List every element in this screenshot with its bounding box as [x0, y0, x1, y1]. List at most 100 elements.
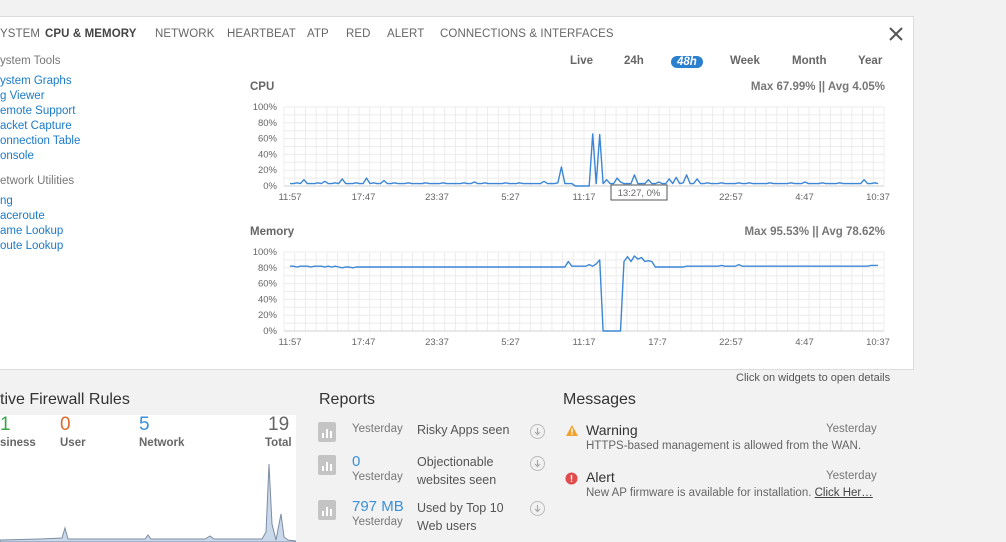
y-tick-label: 20% — [258, 310, 278, 321]
tab-cpu-memory[interactable]: CPU & MEMORY — [45, 28, 137, 40]
x-tick-label: 23:37 — [425, 192, 449, 203]
report-chart-icon — [318, 422, 336, 442]
sidebar-link-remote-support[interactable]: emote Support — [0, 105, 76, 117]
sidebar-link-connection-table[interactable]: onnection Table — [0, 135, 81, 147]
y-tick-label: 20% — [258, 165, 278, 176]
tooltip-box — [610, 184, 668, 201]
range-year[interactable]: Year — [858, 55, 883, 67]
x-tick-label: 17:47 — [352, 192, 376, 203]
y-tick-label: 40% — [258, 149, 278, 160]
fw-count-network: 5 — [139, 414, 150, 435]
range-month[interactable]: Month — [792, 55, 827, 67]
range-live[interactable]: Live — [570, 55, 594, 67]
x-tick-label: 11:17 — [572, 337, 595, 348]
sidebar-link-console[interactable]: onsole — [0, 150, 34, 162]
fw-label-business: siness — [0, 437, 36, 449]
close-icon[interactable] — [886, 24, 906, 44]
y-tick-label: 100% — [253, 247, 278, 258]
tab-system[interactable]: YSTEM — [0, 28, 41, 40]
fw-count-total: 19 — [268, 414, 290, 435]
report-objectionable-websites[interactable]: Objectionable websites seen — [417, 455, 497, 487]
y-tick-label: 40% — [258, 294, 278, 305]
download-icon[interactable] — [530, 501, 545, 516]
message-type[interactable]: Warning — [586, 422, 638, 438]
report-top-web-users[interactable]: Used by Top 10 Web users — [417, 501, 504, 533]
range-48h[interactable]: 48h — [671, 56, 703, 68]
download-icon[interactable] — [530, 424, 545, 439]
x-tick-label: 4:47 — [795, 192, 814, 203]
network-utilities-header: etwork Utilities — [0, 175, 75, 187]
x-tick-label: 22:57 — [719, 192, 743, 203]
report-value: 0 — [352, 453, 361, 470]
x-tick-label: 11:57 — [278, 337, 301, 348]
series-line — [290, 133, 879, 187]
y-tick-label: 0% — [263, 326, 277, 337]
widgets-hint: Click on widgets to open details — [736, 372, 891, 384]
report-chart-icon — [318, 455, 336, 475]
sidebar-link-system-graphs[interactable]: ystem Graphs — [0, 75, 72, 87]
x-tick-label: 10:37 — [866, 337, 890, 348]
y-tick-label: 0% — [263, 181, 277, 192]
memory-chart-title: Memory — [250, 226, 295, 238]
x-tick-label: 4:47 — [795, 337, 814, 348]
tab-alert[interactable]: ALERT — [387, 28, 425, 40]
message-when: Yesterday — [826, 423, 877, 435]
sidebar-link-packet-capture[interactable]: acket Capture — [0, 120, 72, 132]
report-chart-icon — [318, 500, 336, 520]
messages-widget-title[interactable]: Messages — [563, 391, 636, 408]
system-tools-header: ystem Tools — [0, 55, 61, 67]
x-tick-label: 17:47 — [352, 337, 376, 348]
tab-red[interactable]: RED — [346, 28, 371, 40]
x-tick-label: 5:27 — [501, 337, 520, 348]
x-tick-label: 23:37 — [425, 337, 449, 348]
fw-label-user: User — [60, 437, 86, 449]
alert-icon — [565, 472, 578, 485]
memory-chart[interactable]: 0% 20% 40% 60% 80% 100% 11:57 17:47 23:37 5:27 11:… — [250, 247, 890, 358]
x-tick-label: 5:27 — [501, 192, 520, 203]
range-week[interactable]: Week — [730, 55, 760, 67]
message-text: HTTPS-based management is allowed from t… — [586, 440, 862, 452]
x-tick-label: 22:57 — [719, 337, 743, 348]
firewall-widget[interactable] — [0, 413, 297, 542]
firewall-widget-title[interactable]: tive Firewall Rules — [0, 391, 130, 408]
chart-tooltip: 13:27, 0% — [610, 184, 668, 201]
firewall-sparkline — [0, 413, 297, 542]
fw-label-total: Total — [265, 437, 292, 449]
y-tick-label: 80% — [258, 118, 278, 129]
cpu-stats: Max 67.99% || Avg 4.05% — [750, 81, 885, 93]
tooltip-text: 13:27, 0% — [618, 188, 661, 199]
message-when: Yesterday — [826, 470, 877, 482]
fw-count-business: 1 — [0, 414, 11, 435]
message-link[interactable]: Click Her… — [814, 487, 873, 499]
tab-connections-interfaces[interactable]: CONNECTIONS & INTERFACES — [440, 28, 614, 40]
y-tick-label: 100% — [253, 102, 278, 113]
tab-heartbeat[interactable]: HEARTBEAT — [227, 28, 296, 40]
cpu-chart-title: CPU — [250, 81, 275, 93]
sidebar-link-log-viewer[interactable]: g Viewer — [0, 90, 45, 102]
sidebar-link-traceroute[interactable]: aceroute — [0, 210, 45, 222]
range-24h[interactable]: 24h — [624, 55, 644, 67]
y-tick-label: 60% — [258, 279, 278, 290]
x-tick-label: 10:37 — [866, 192, 890, 203]
reports-widget-title[interactable]: Reports — [319, 391, 376, 408]
cpu-chart[interactable]: 0% 20% 40% 60% 80% 100% 11:57 17:47 23:37 5:27 11:… — [250, 102, 890, 213]
report-value: 797 MB — [352, 498, 404, 515]
download-icon[interactable] — [530, 456, 545, 471]
message-text-container: New AP firmware is available for install… — [586, 487, 873, 499]
message-text: New AP firmware is available for install… — [586, 487, 812, 499]
report-when: Yesterday — [352, 516, 403, 528]
y-tick-label: 60% — [258, 134, 278, 145]
report-risky-apps[interactable]: Risky Apps seen — [417, 423, 510, 437]
message-type[interactable]: Alert — [586, 469, 615, 485]
sidebar-link-name-lookup[interactable]: ame Lookup — [0, 225, 64, 237]
x-tick-label: 11:17 — [572, 192, 595, 203]
sidebar-link-route-lookup[interactable]: oute Lookup — [0, 240, 64, 252]
report-when: Yesterday — [352, 471, 403, 483]
tab-network[interactable]: NETWORK — [155, 28, 215, 40]
tab-atp[interactable]: ATP — [307, 28, 329, 40]
sidebar-link-ping[interactable]: ng — [0, 195, 13, 207]
y-tick-label: 80% — [258, 263, 278, 274]
cpu-memory-panel: YSTEM CPU & MEMORY NETWORK HEARTBEAT ATP… — [0, 16, 914, 370]
warning-icon — [566, 425, 578, 436]
memory-stats: Max 95.53% || Avg 78.62% — [744, 226, 885, 238]
